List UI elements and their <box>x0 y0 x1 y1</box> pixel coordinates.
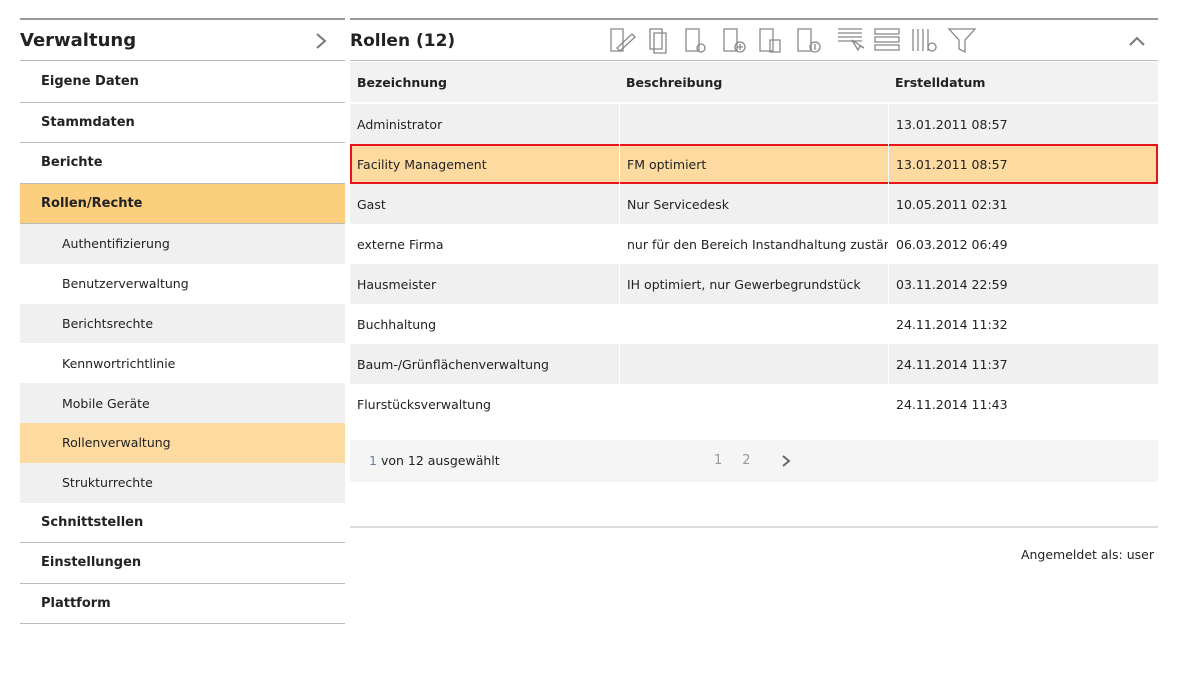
nav-item[interactable]: Schnittstellen <box>20 503 345 544</box>
selection-count: 1 <box>369 453 377 468</box>
selection-info: 1 von 12 ausgewählt <box>369 453 500 468</box>
table-cell <box>619 384 888 424</box>
table-cell: Buchhaltung <box>357 316 437 332</box>
table-cell: 10.05.2011 02:31 <box>888 184 1158 224</box>
login-info: Angemeldet als: user <box>1020 547 1154 562</box>
nav-item[interactable]: Plattform <box>20 584 345 625</box>
table-cell: Flurstücksverwaltung <box>357 396 491 412</box>
expand-arrow[interactable] <box>314 32 328 50</box>
nav-item[interactable]: Rollen/Rechte <box>20 183 345 224</box>
table-header: Bezeichnung Beschreibung Erstelldatum <box>350 62 1158 102</box>
table-cell: 24.11.2014 11:37 <box>888 344 1158 384</box>
table-row[interactable]: externe Firma nur für den Bereich Instand… <box>350 224 1158 264</box>
nav-subitem[interactable]: Kennwortrichtlinie <box>20 343 345 384</box>
sidebar-header: Verwaltung <box>20 18 345 61</box>
main-header: Rollen (12) <box>350 18 1158 61</box>
nav-item[interactable]: Eigene Daten <box>20 62 345 103</box>
selection-text: von 12 ausgewählt <box>380 453 500 468</box>
nav-subitem[interactable]: Rollenverwaltung <box>20 423 345 463</box>
rows-icon[interactable] <box>874 28 900 51</box>
main-title: Rollen (12) <box>350 31 456 51</box>
table-cell <box>619 104 888 144</box>
nav-subitem[interactable]: Benutzerverwaltung <box>20 263 345 304</box>
toolbar <box>610 28 977 54</box>
table-cell: externe Firma <box>357 236 444 252</box>
table-cell <box>619 344 888 384</box>
table-cell: IH optimiert, nur Gewerbegrundstück <box>619 264 888 304</box>
select-icon[interactable] <box>838 28 865 52</box>
table-cell: Administrator <box>357 116 443 132</box>
copy-icon[interactable] <box>649 28 667 54</box>
sidebar-title: Verwaltung <box>20 30 137 51</box>
page-number[interactable]: 2 <box>742 453 751 468</box>
table-row[interactable]: Baum-/Grünflächenverwaltung 24.11.2014 11… <box>350 344 1158 384</box>
column-header[interactable]: Erstelldatum <box>895 74 986 90</box>
table-cell: Baum-/Grünflächenverwaltung <box>357 356 549 372</box>
nav-item[interactable]: Einstellungen <box>20 543 345 584</box>
table-cell: 24.11.2014 11:43 <box>888 384 1158 424</box>
divider <box>350 526 1158 528</box>
filter-icon[interactable] <box>947 28 977 54</box>
table-cell: 13.01.2011 08:57 <box>888 144 1158 184</box>
delete-icon[interactable] <box>759 28 781 53</box>
table-cell <box>619 304 888 344</box>
add-icon[interactable] <box>723 28 746 53</box>
table-cell: Hausmeister <box>357 276 437 292</box>
nav-subitem[interactable]: Berichtsrechte <box>20 303 345 344</box>
table-row[interactable]: Buchhaltung 24.11.2014 11:32 <box>350 304 1158 344</box>
table-cell: 03.11.2014 22:59 <box>888 264 1158 304</box>
config-icon[interactable] <box>685 28 706 53</box>
table-cell: FM optimiert <box>619 144 888 184</box>
columns-icon[interactable] <box>912 29 937 52</box>
next-page[interactable] <box>780 454 792 468</box>
table-row[interactable]: Administrator 13.01.2011 08:57 <box>350 104 1158 144</box>
table-row[interactable]: Facility Management FM optimiert 13.01.201… <box>350 144 1158 184</box>
table-cell: 24.11.2014 11:32 <box>888 304 1158 344</box>
edit-icon[interactable] <box>610 28 636 52</box>
nav-item[interactable]: Stammdaten <box>20 103 345 143</box>
export-icon[interactable] <box>797 28 821 53</box>
column-header[interactable]: Bezeichnung <box>357 74 447 90</box>
nav-item[interactable]: Berichte <box>20 143 345 184</box>
table-cell: Facility Management <box>357 156 487 172</box>
page-number[interactable]: 1 <box>714 453 723 468</box>
collapse-arrow[interactable] <box>1128 34 1146 48</box>
column-header[interactable]: Beschreibung <box>626 74 723 90</box>
table-cell: Gast <box>357 196 386 212</box>
table-row[interactable]: Gast Nur Servicedesk 10.05.2011 02:31 <box>350 184 1158 224</box>
nav-subitem[interactable]: Strukturrechte <box>20 462 345 503</box>
table-row[interactable]: Flurstücksverwaltung 24.11.2014 11:43 <box>350 384 1158 424</box>
table-cell: 13.01.2011 08:57 <box>888 104 1158 144</box>
nav-subitem[interactable]: Authentifizierung <box>20 224 345 264</box>
table-cell: 06.03.2012 06:49 <box>888 224 1158 264</box>
table-cell: nur für den Bereich Instandhaltung zustä… <box>619 224 888 264</box>
table-cell: Nur Servicedesk <box>619 184 888 224</box>
table-row[interactable]: Hausmeister IH optimiert, nur Gewerbegrun… <box>350 264 1158 304</box>
nav-subitem[interactable]: Mobile Geräte <box>20 383 345 423</box>
